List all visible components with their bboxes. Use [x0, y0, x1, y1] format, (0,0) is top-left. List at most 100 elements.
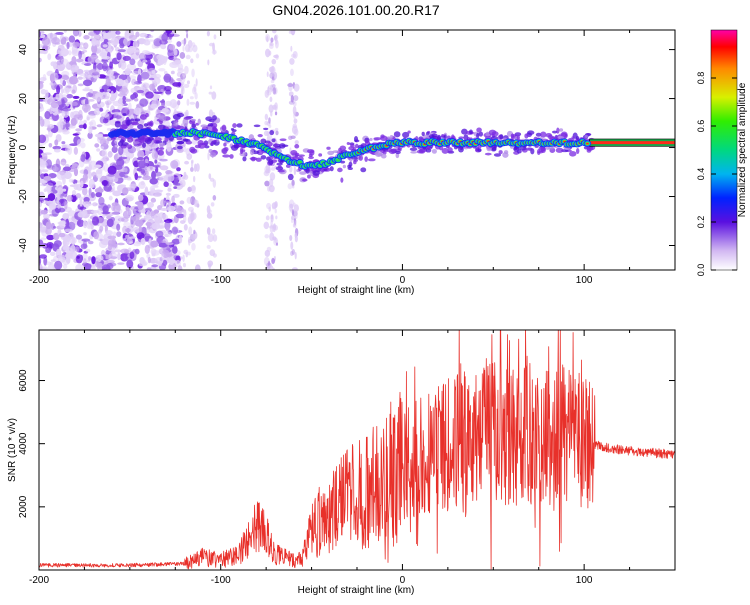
band-cell: [207, 59, 210, 66]
snr-x-tick-label: 100: [576, 575, 593, 586]
noise-cell: [153, 38, 162, 47]
noise-cell: [98, 229, 103, 234]
noise-cell: [39, 149, 44, 154]
ridge-halo-cell: [131, 121, 140, 126]
noise-cell: [165, 192, 171, 196]
noise-cell: [145, 207, 152, 213]
noise-cell: [103, 163, 109, 173]
band-cell: [194, 264, 201, 270]
noise-cell: [115, 30, 121, 35]
noise-cell: [109, 95, 116, 102]
noise-cell: [60, 48, 69, 57]
noise-cell: [51, 113, 60, 122]
ridge-halo-cell: [263, 127, 269, 131]
band-cell: [193, 229, 196, 235]
noise-cell: [41, 169, 49, 173]
noise-cell: [39, 50, 47, 54]
ridge-halo-cell: [126, 119, 132, 126]
noise-cell: [143, 40, 151, 46]
noise-cell: [107, 173, 115, 177]
ridge-halo-cell: [134, 118, 141, 122]
band-cell: [266, 71, 269, 78]
ridge-halo-cell: [525, 147, 533, 151]
band-cell: [275, 215, 278, 220]
band-cell: [212, 194, 217, 201]
noise-cell: [71, 101, 78, 107]
noise-cell: [75, 58, 84, 63]
band-cell: [213, 48, 216, 56]
band-cell: [265, 215, 270, 221]
noise-cell: [133, 40, 137, 48]
noise-cell: [124, 228, 131, 233]
noise-cell: [108, 252, 118, 260]
noise-cell: [82, 173, 88, 181]
snr-x-tick-label: 0: [400, 575, 406, 586]
ridge-halo-cell: [373, 137, 382, 141]
band-cell: [269, 42, 274, 47]
ridge-halo-cell: [183, 116, 192, 120]
ridge-halo-cell: [560, 131, 568, 138]
ridge-halo-cell: [297, 154, 305, 157]
noise-cell: [48, 203, 57, 210]
noise-cell: [154, 159, 158, 164]
noise-cell: [114, 144, 119, 148]
ridge-halo-cell: [274, 143, 278, 149]
noise-cell: [102, 266, 108, 270]
noise-cell: [68, 178, 75, 183]
noise-cell: [117, 252, 121, 261]
ridge-halo-cell: [250, 156, 256, 162]
ridge-halo-cell: [380, 134, 385, 139]
noise-cell: [117, 262, 125, 265]
band-cell: [181, 72, 187, 77]
ridge-halo-cell: [287, 173, 294, 181]
noise-cell: [83, 232, 87, 236]
ridge-halo-cell: [510, 133, 515, 139]
ridge-halo-cell: [250, 149, 255, 156]
noise-cell: [65, 87, 70, 95]
noise-cell: [94, 108, 101, 116]
noise-cell: [150, 103, 158, 109]
band-cell: [292, 223, 296, 228]
ridge-halo-cell: [137, 124, 144, 130]
noise-cell: [61, 144, 71, 148]
band-cell: [182, 174, 189, 180]
noise-cell: [57, 122, 64, 132]
noise-cell: [139, 98, 149, 107]
noise-cell: [107, 165, 117, 175]
noise-cell: [82, 239, 88, 249]
noise-cell: [41, 37, 51, 46]
band-cell: [290, 68, 294, 77]
band-cell: [291, 179, 295, 187]
band-cell: [294, 211, 298, 220]
trace-extension-core: [589, 141, 675, 145]
ridge-halo-cell: [516, 135, 520, 140]
band-cell: [291, 209, 295, 216]
noise-cell: [87, 56, 95, 63]
noise-cell: [142, 59, 148, 63]
noise-cell: [99, 88, 105, 93]
ridge-halo-cell: [207, 123, 214, 127]
ridge-halo-cell: [185, 140, 193, 145]
noise-cell: [65, 101, 70, 107]
noise-cell: [110, 90, 114, 98]
noise-cell: [87, 240, 94, 245]
noise-cell: [169, 77, 174, 84]
noise-cell: [90, 191, 95, 198]
noise-cell: [70, 117, 77, 126]
ridge-halo-cell: [395, 150, 401, 155]
ridge-halo-cell: [559, 128, 564, 132]
band-cell: [187, 251, 191, 256]
noise-cell: [79, 206, 87, 210]
band-cell: [179, 200, 185, 205]
band-cell: [263, 221, 270, 230]
band-cell: [191, 242, 196, 251]
ridge-halo-cell: [337, 167, 343, 173]
noise-cell: [54, 139, 59, 146]
noise-cell: [125, 106, 130, 110]
band-cell: [263, 130, 270, 137]
band-cell: [290, 250, 294, 256]
noise-cell: [171, 226, 179, 235]
noise-cell: [39, 98, 44, 102]
noise-cell: [39, 201, 42, 208]
band-cell: [294, 251, 297, 260]
